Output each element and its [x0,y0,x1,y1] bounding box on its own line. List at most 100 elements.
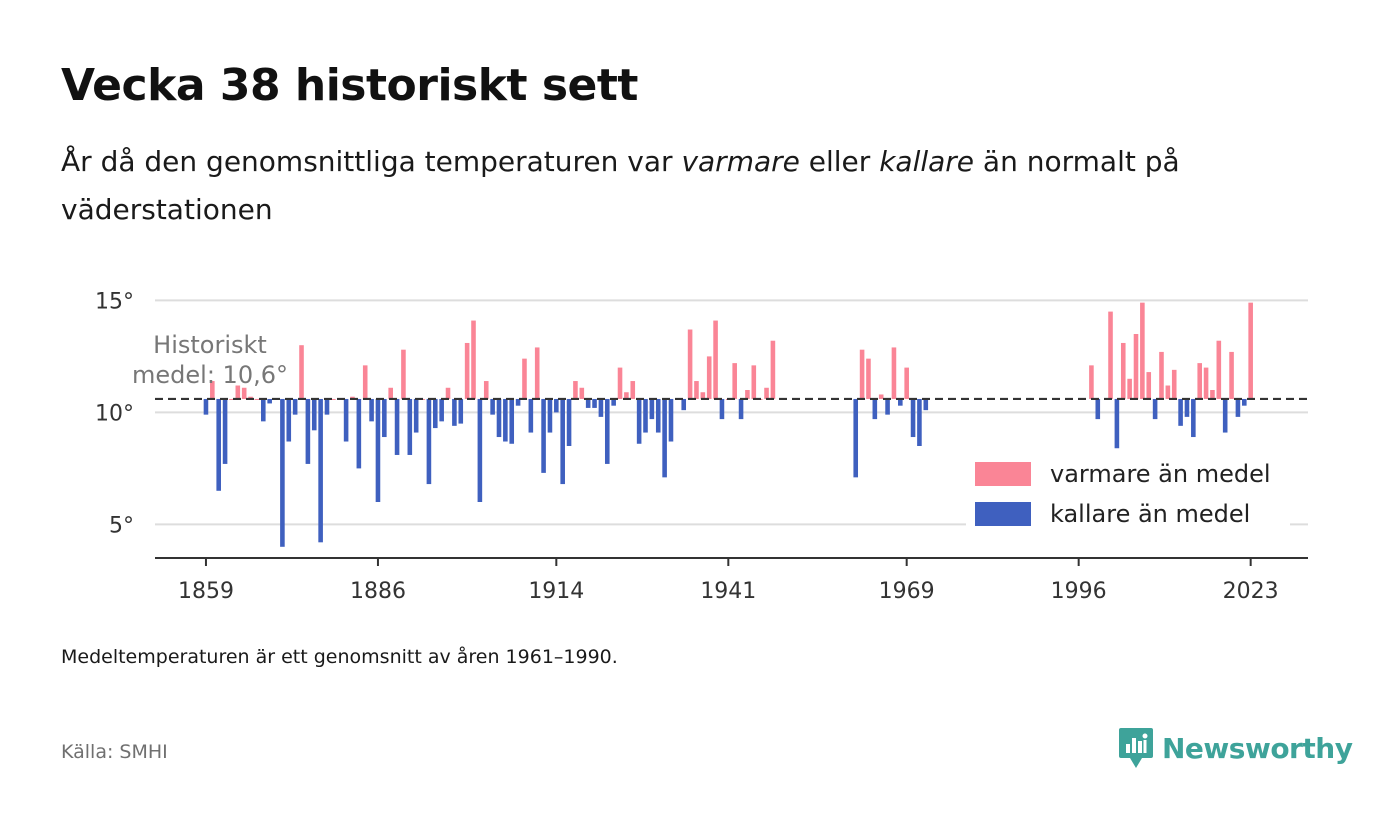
bar-warmer [1210,390,1215,399]
bar-colder [560,398,565,485]
bar-warmer [1159,351,1164,399]
bar-colder [267,398,272,404]
bar-colder [439,398,444,422]
bar-warmer [770,340,776,399]
y-tick-label: 10° [95,401,134,426]
bar-warmer [617,367,623,399]
bar-warmer [732,363,737,399]
bar-colder [413,398,419,433]
bar-warmer [210,381,215,399]
bar-colder [515,398,521,406]
x-tick-label: 1969 [879,579,935,604]
bar-warmer [464,342,470,399]
bar-warmer [1146,372,1152,399]
bar-colder [477,398,483,502]
bar-colder [681,398,687,411]
bar-colder [452,398,457,426]
bar-colder [426,398,432,485]
bar-warmer [573,381,578,399]
bar-warmer [522,358,527,399]
bar-colder [1235,398,1241,417]
x-tick-label: 1914 [528,579,584,604]
bar-warmer [483,381,489,399]
bar-colder [343,398,349,442]
bar-colder [280,398,285,547]
subtitle-colder-word: kallare [879,145,975,178]
bar-colder [853,398,859,478]
bar-warmer [235,385,241,399]
x-tick-label: 1996 [1051,579,1107,604]
subtitle-text-3: än normalt på väderstationen [61,145,1180,226]
bar-colder [917,398,922,446]
bar-colder [1152,398,1158,420]
bar-colder [598,398,604,417]
bar-warmer [751,365,757,399]
bar-warmer [859,349,865,399]
brand[interactable]: Newsworthy [1118,726,1353,770]
bar-warmer [1248,302,1253,399]
bar-warmer [1216,340,1222,399]
legend-swatch-colder [975,502,1031,526]
bar-warmer [1165,385,1171,399]
subtitle-warmer-word: varmare [681,145,800,178]
bar-warmer [904,367,909,399]
bar-warmer [579,387,585,399]
bar-colder [1191,398,1196,438]
bar-colder [604,398,610,464]
bar-warmer [445,387,451,399]
bar-colder [668,398,674,442]
x-tick-label: 2023 [1223,579,1279,604]
bar-colder [885,398,890,415]
legend-label-warmer: varmare än medel [1050,460,1271,488]
bar-colder [643,398,648,433]
bar-colder [369,398,374,422]
bar-colder [910,398,916,438]
bar-colder [356,398,362,469]
y-tick-label: 5° [109,513,134,538]
bar-colder [923,398,929,411]
bar-colder [509,398,515,444]
bar-warmer [1229,351,1234,399]
bar-colder [375,398,381,502]
bar-warmer [866,358,871,399]
bar-warmer [471,320,476,399]
bar-warmer [630,381,636,399]
bar-colder [1222,398,1228,433]
bar-warmer [254,398,260,400]
bar-colder [305,398,311,464]
bar-colder [662,398,667,478]
mean-label-line1: Historiskt [153,331,267,359]
bar-colder [1178,398,1183,426]
bar-warmer [1140,302,1145,399]
bar-warmer [1171,369,1177,399]
bar-warmer [713,320,718,399]
bar-colder [222,398,228,464]
bar-colder [203,398,209,415]
bar-warmer [1127,378,1132,399]
bar-warmer [248,396,253,399]
bar-warmer [350,396,355,399]
legend-swatch-warmer [975,462,1031,486]
bar-warmer [1203,367,1209,399]
bar-colder [528,398,534,433]
bar-warmer [687,329,693,399]
bar-colder [394,398,400,455]
bar-colder [611,398,616,406]
bar-warmer [706,356,712,399]
footnote: Medeltemperaturen är ett genomsnitt av å… [61,646,618,668]
bar-warmer [694,381,699,399]
bar-warmer [388,387,393,399]
bar-colder [636,398,642,444]
y-tick-label: 15° [95,289,134,314]
bar-colder [1184,398,1190,417]
bar-colder [585,398,591,408]
bar-colder [311,398,317,431]
bar-warmer [362,365,368,399]
bar-colder [318,398,323,543]
bar-warmer [624,392,629,399]
bar-warmer [1197,363,1203,399]
bar-colder [382,398,387,438]
newsworthy-logo-icon [1119,728,1153,768]
bar-warmer [1133,334,1139,399]
